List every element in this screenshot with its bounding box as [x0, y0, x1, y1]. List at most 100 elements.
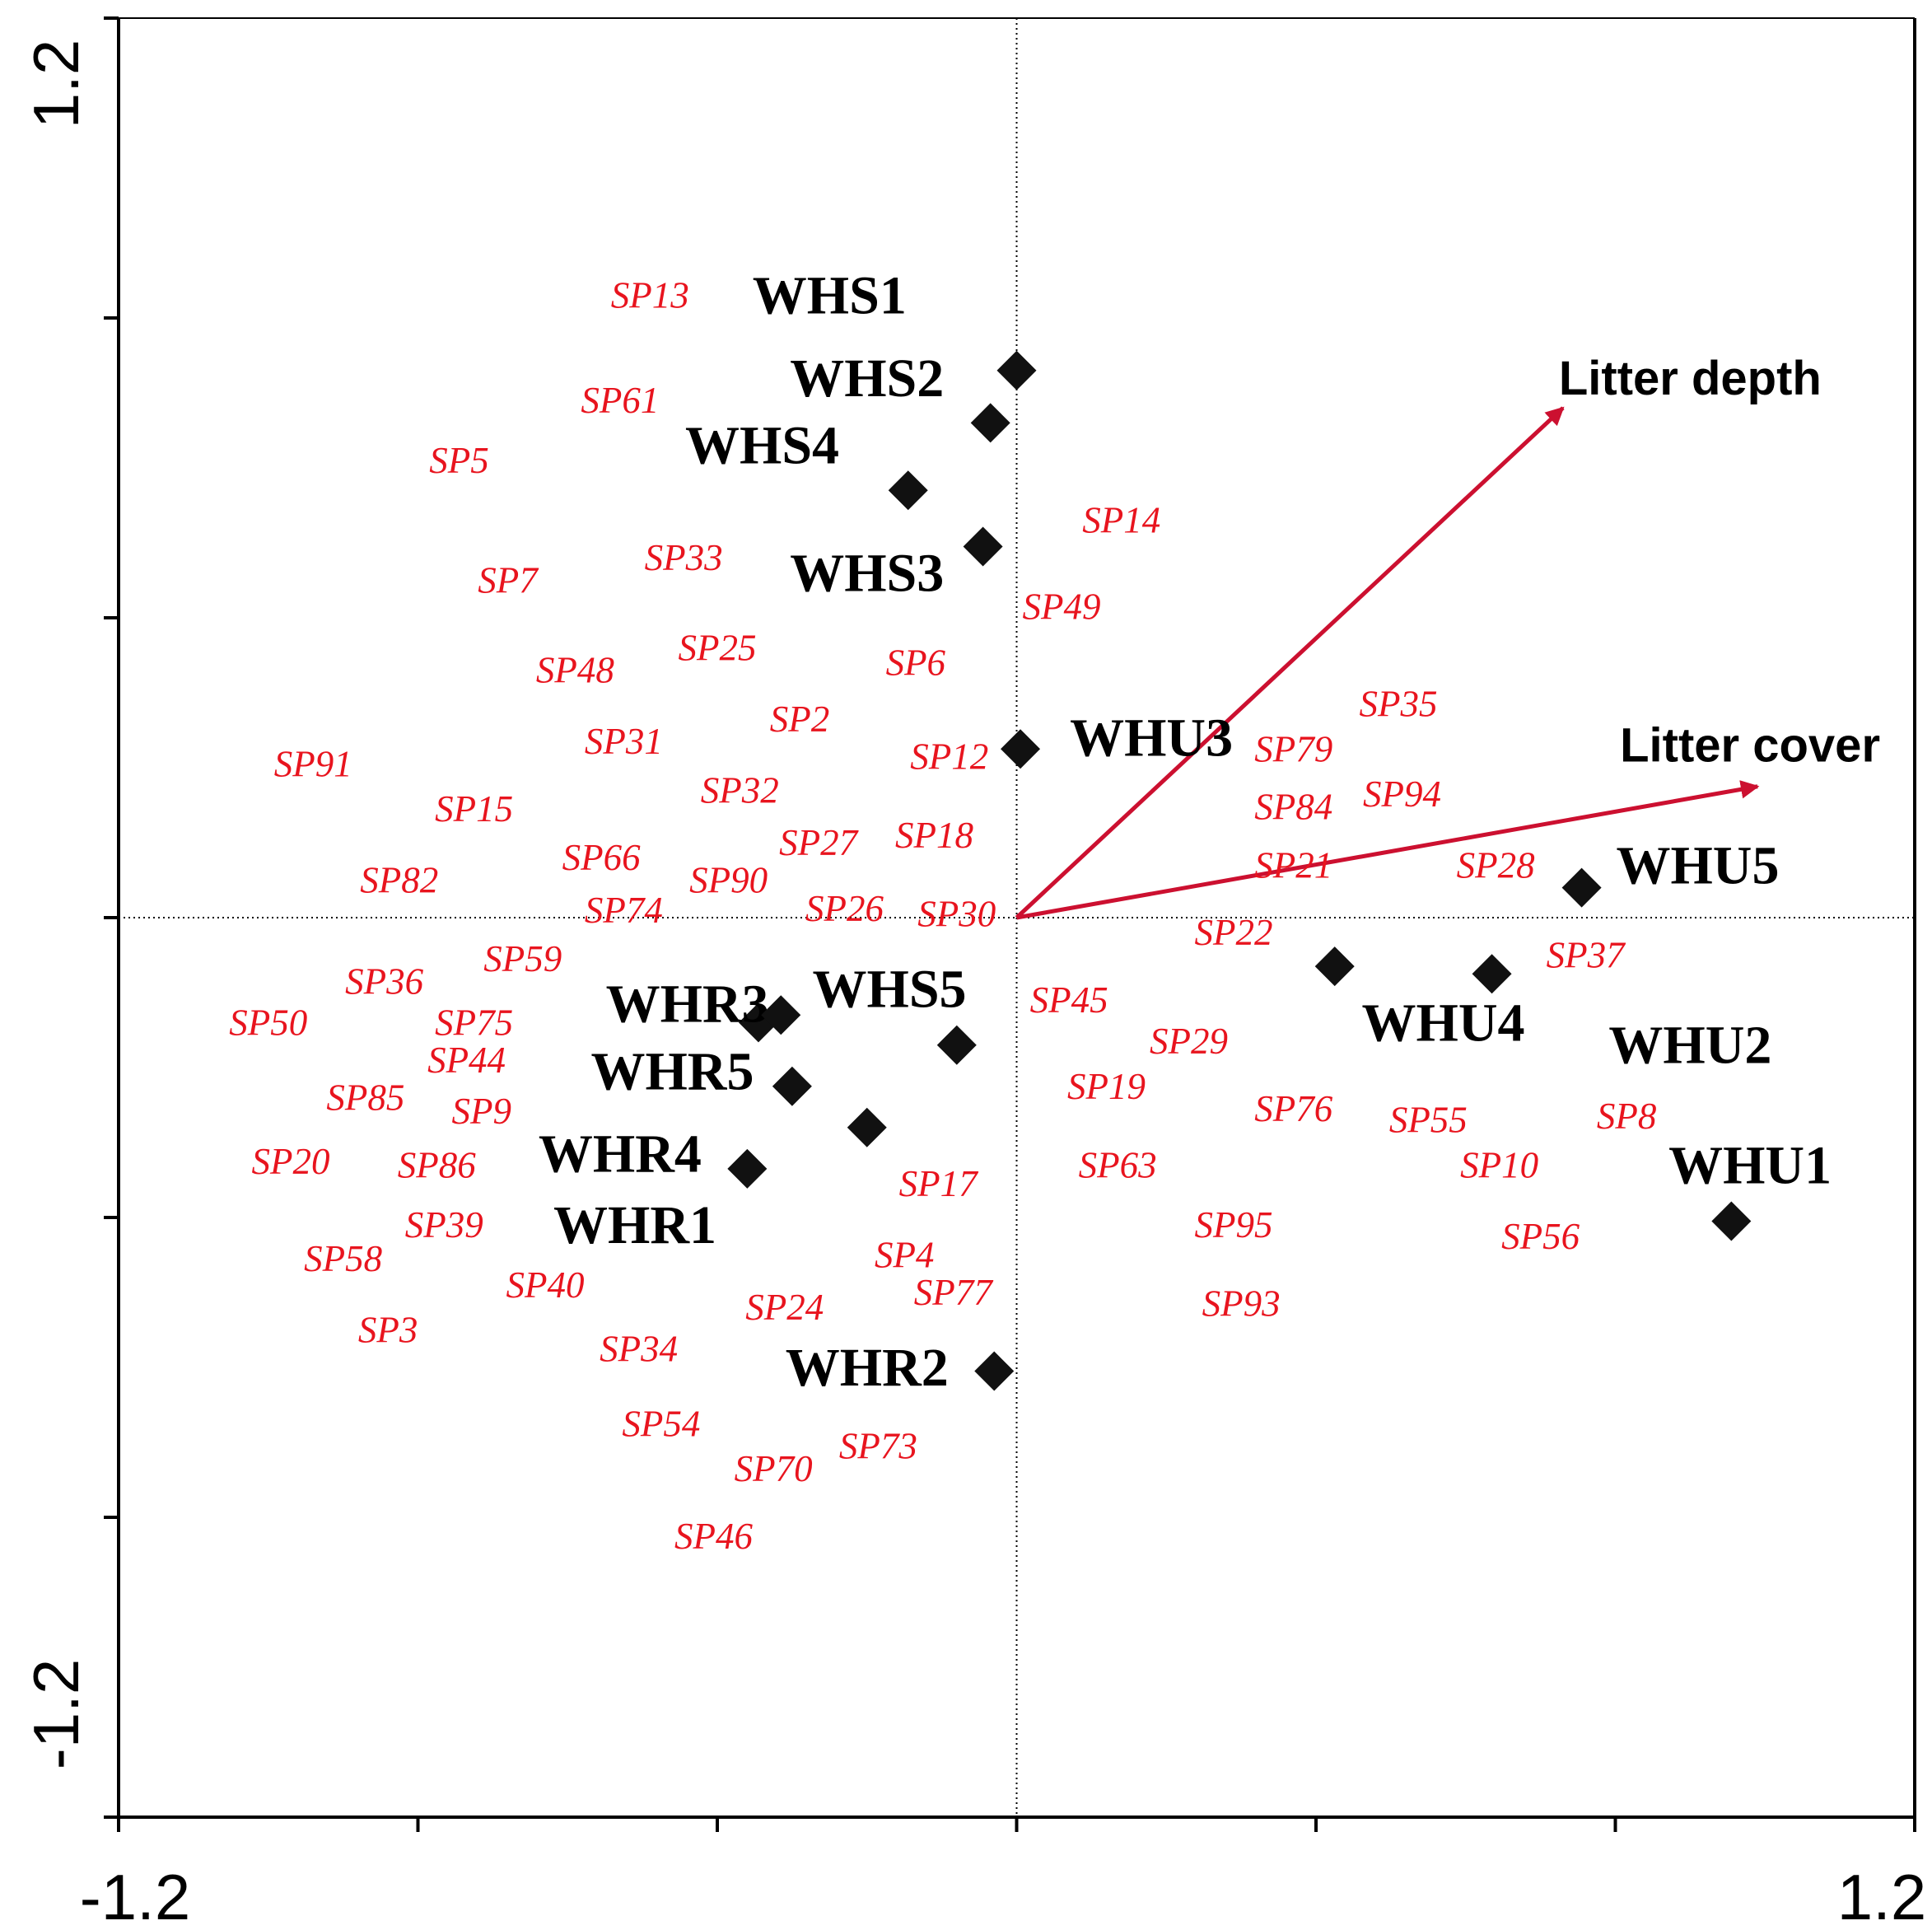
- env-arrow: [1015, 406, 1565, 919]
- species-label: SP29: [1150, 1021, 1228, 1062]
- site-label: WHS5: [812, 959, 966, 1019]
- species-label: SP75: [435, 1002, 513, 1043]
- environmental-arrows: Litter depth Litter cover: [1015, 352, 1880, 920]
- site-label: WHS1: [753, 266, 907, 326]
- site-marker: [1561, 867, 1602, 908]
- species-label: SP22: [1195, 912, 1273, 953]
- env-arrow: [1016, 780, 1760, 920]
- species-label: SP5: [429, 440, 489, 481]
- species-label: SP28: [1457, 844, 1535, 886]
- species-label: SP17: [899, 1163, 979, 1204]
- species-label: SP12: [910, 736, 988, 777]
- species-label: SP85: [326, 1077, 404, 1118]
- species-label: SP32: [701, 769, 779, 811]
- species-label: SP26: [805, 888, 884, 929]
- species-label: SP24: [745, 1287, 824, 1328]
- species-label: SP4: [875, 1235, 935, 1276]
- species-label: SP77: [914, 1272, 994, 1313]
- species-label: SP56: [1501, 1216, 1580, 1257]
- species-label: SP7: [478, 560, 539, 601]
- site-marker: [1711, 1201, 1752, 1241]
- species-label: SP63: [1079, 1144, 1157, 1185]
- species-label: SP61: [581, 380, 659, 421]
- species-label: SP9: [451, 1091, 511, 1132]
- site-label: WHR5: [590, 1042, 754, 1102]
- species-label: SP34: [600, 1328, 678, 1369]
- site-label: WHS2: [790, 348, 944, 409]
- species-label: SP94: [1363, 773, 1441, 815]
- site-label: WHU1: [1668, 1135, 1832, 1195]
- species-label: SP33: [645, 537, 723, 578]
- site-marker: [963, 526, 1003, 567]
- x-tick-label-max: 1.2: [1837, 1861, 1926, 1930]
- env-arrow-label: Litter cover: [1620, 719, 1880, 773]
- species-label: SP86: [398, 1144, 476, 1185]
- species-label: SP70: [735, 1448, 813, 1489]
- axis-tick-labels: -1.2 1.2 1.2 -1.2: [20, 40, 1926, 1930]
- species-label: SP31: [585, 721, 663, 762]
- species-label: SP54: [622, 1403, 700, 1444]
- species-label: SP39: [405, 1204, 483, 1245]
- site-marker: [974, 1351, 1015, 1391]
- site-marker: [1472, 954, 1512, 994]
- site-label: WHR1: [553, 1195, 716, 1255]
- species-label: SP21: [1254, 844, 1332, 886]
- plot-frame: [104, 16, 1916, 1832]
- species-label: SP36: [345, 960, 423, 1002]
- species-label: SP95: [1195, 1204, 1273, 1245]
- site-label: WHU5: [1616, 835, 1779, 895]
- species-label: SP27: [779, 822, 859, 863]
- species-label: SP40: [506, 1264, 584, 1306]
- site-label: WHU4: [1361, 993, 1524, 1053]
- species-label: SP55: [1389, 1100, 1468, 1141]
- y-tick-label-min: -1.2: [20, 1659, 92, 1769]
- site-marker: [727, 1148, 768, 1189]
- species-label: SP46: [674, 1516, 753, 1557]
- species-label: SP90: [689, 860, 768, 901]
- species-label: SP82: [360, 860, 438, 901]
- species-label: SP45: [1030, 979, 1108, 1021]
- site-label: WHR2: [786, 1338, 949, 1398]
- site-marker: [936, 1025, 977, 1065]
- site-label: WHS4: [685, 416, 839, 476]
- site-label: WHU2: [1608, 1016, 1771, 1076]
- site-marker: [970, 403, 1010, 443]
- x-tick-label-min: -1.2: [80, 1861, 190, 1930]
- site-marker: [888, 470, 928, 511]
- species-label: SP58: [304, 1238, 382, 1279]
- site-label: WHR4: [539, 1124, 702, 1185]
- site-label: WHR3: [606, 974, 769, 1035]
- species-label: SP84: [1254, 786, 1332, 827]
- species-label: SP3: [358, 1310, 418, 1351]
- species-label: SP30: [917, 893, 996, 934]
- site-marker: [1314, 946, 1355, 987]
- species-label: SP66: [562, 837, 641, 878]
- species-label: SP25: [679, 627, 757, 668]
- site-points: WHS1 WHS2 WHS4 WHS3 WHU3 WHU5 WHU4 WHU2 WHU1 WHS5…: [539, 266, 1832, 1398]
- site-marker: [847, 1107, 887, 1147]
- site-marker: [996, 350, 1037, 390]
- env-arrow-label: Litter depth: [1559, 352, 1822, 405]
- site-marker: [772, 1066, 812, 1106]
- species-label: SP93: [1202, 1283, 1281, 1325]
- species-label: SP8: [1597, 1096, 1657, 1137]
- site-marker: [761, 995, 801, 1035]
- site-label: WHU3: [1070, 708, 1233, 769]
- species-label: SP76: [1254, 1088, 1332, 1129]
- species-label: SP48: [536, 650, 614, 691]
- species-labels: SP13 SP61 SP5 SP14 SP33 SP7 SP49 SP25 SP6 SP48 SP3…: [229, 275, 1656, 1557]
- species-label: SP6: [886, 643, 946, 684]
- species-label: SP14: [1082, 500, 1160, 541]
- site-marker: [1001, 729, 1041, 769]
- species-label: SP79: [1254, 728, 1332, 769]
- species-label: SP2: [770, 699, 830, 740]
- species-label: SP19: [1067, 1066, 1146, 1107]
- species-label: SP35: [1359, 684, 1437, 725]
- y-tick-label-max: 1.2: [20, 40, 92, 129]
- species-label: SP44: [427, 1040, 506, 1081]
- site-label: WHS3: [790, 543, 944, 603]
- species-label: SP50: [229, 1002, 307, 1043]
- species-label: SP49: [1023, 586, 1101, 627]
- species-label: SP15: [435, 788, 513, 829]
